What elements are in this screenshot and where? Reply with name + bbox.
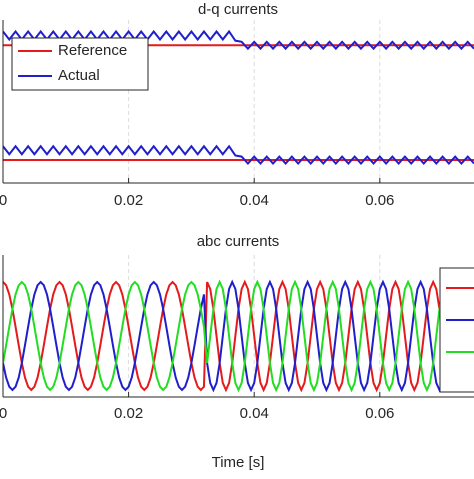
x-tick-label: 0.04 — [240, 405, 269, 422]
legend-box — [11, 37, 149, 91]
x-tick-label: 0.02 — [114, 405, 143, 422]
chart-title: abc currents — [197, 233, 280, 250]
legend-box — [439, 267, 474, 393]
legend-label: Actual — [58, 67, 100, 84]
x-tick-label: 0 — [0, 192, 7, 209]
series-line — [3, 279, 474, 393]
x-tick-label: 0.02 — [114, 192, 143, 209]
chart-title: d-q currents — [198, 1, 278, 18]
x-axis-label: Time [s] — [212, 454, 265, 471]
x-tick-label: 0.06 — [365, 405, 394, 422]
series-line — [3, 29, 474, 51]
series-line — [3, 144, 474, 165]
plot-lines — [3, 279, 474, 393]
x-tick-label: 0 — [0, 405, 7, 422]
legend-label: Reference — [58, 42, 127, 59]
x-tick-label: 0.04 — [240, 192, 269, 209]
x-tick-label: 0.06 — [365, 192, 394, 209]
